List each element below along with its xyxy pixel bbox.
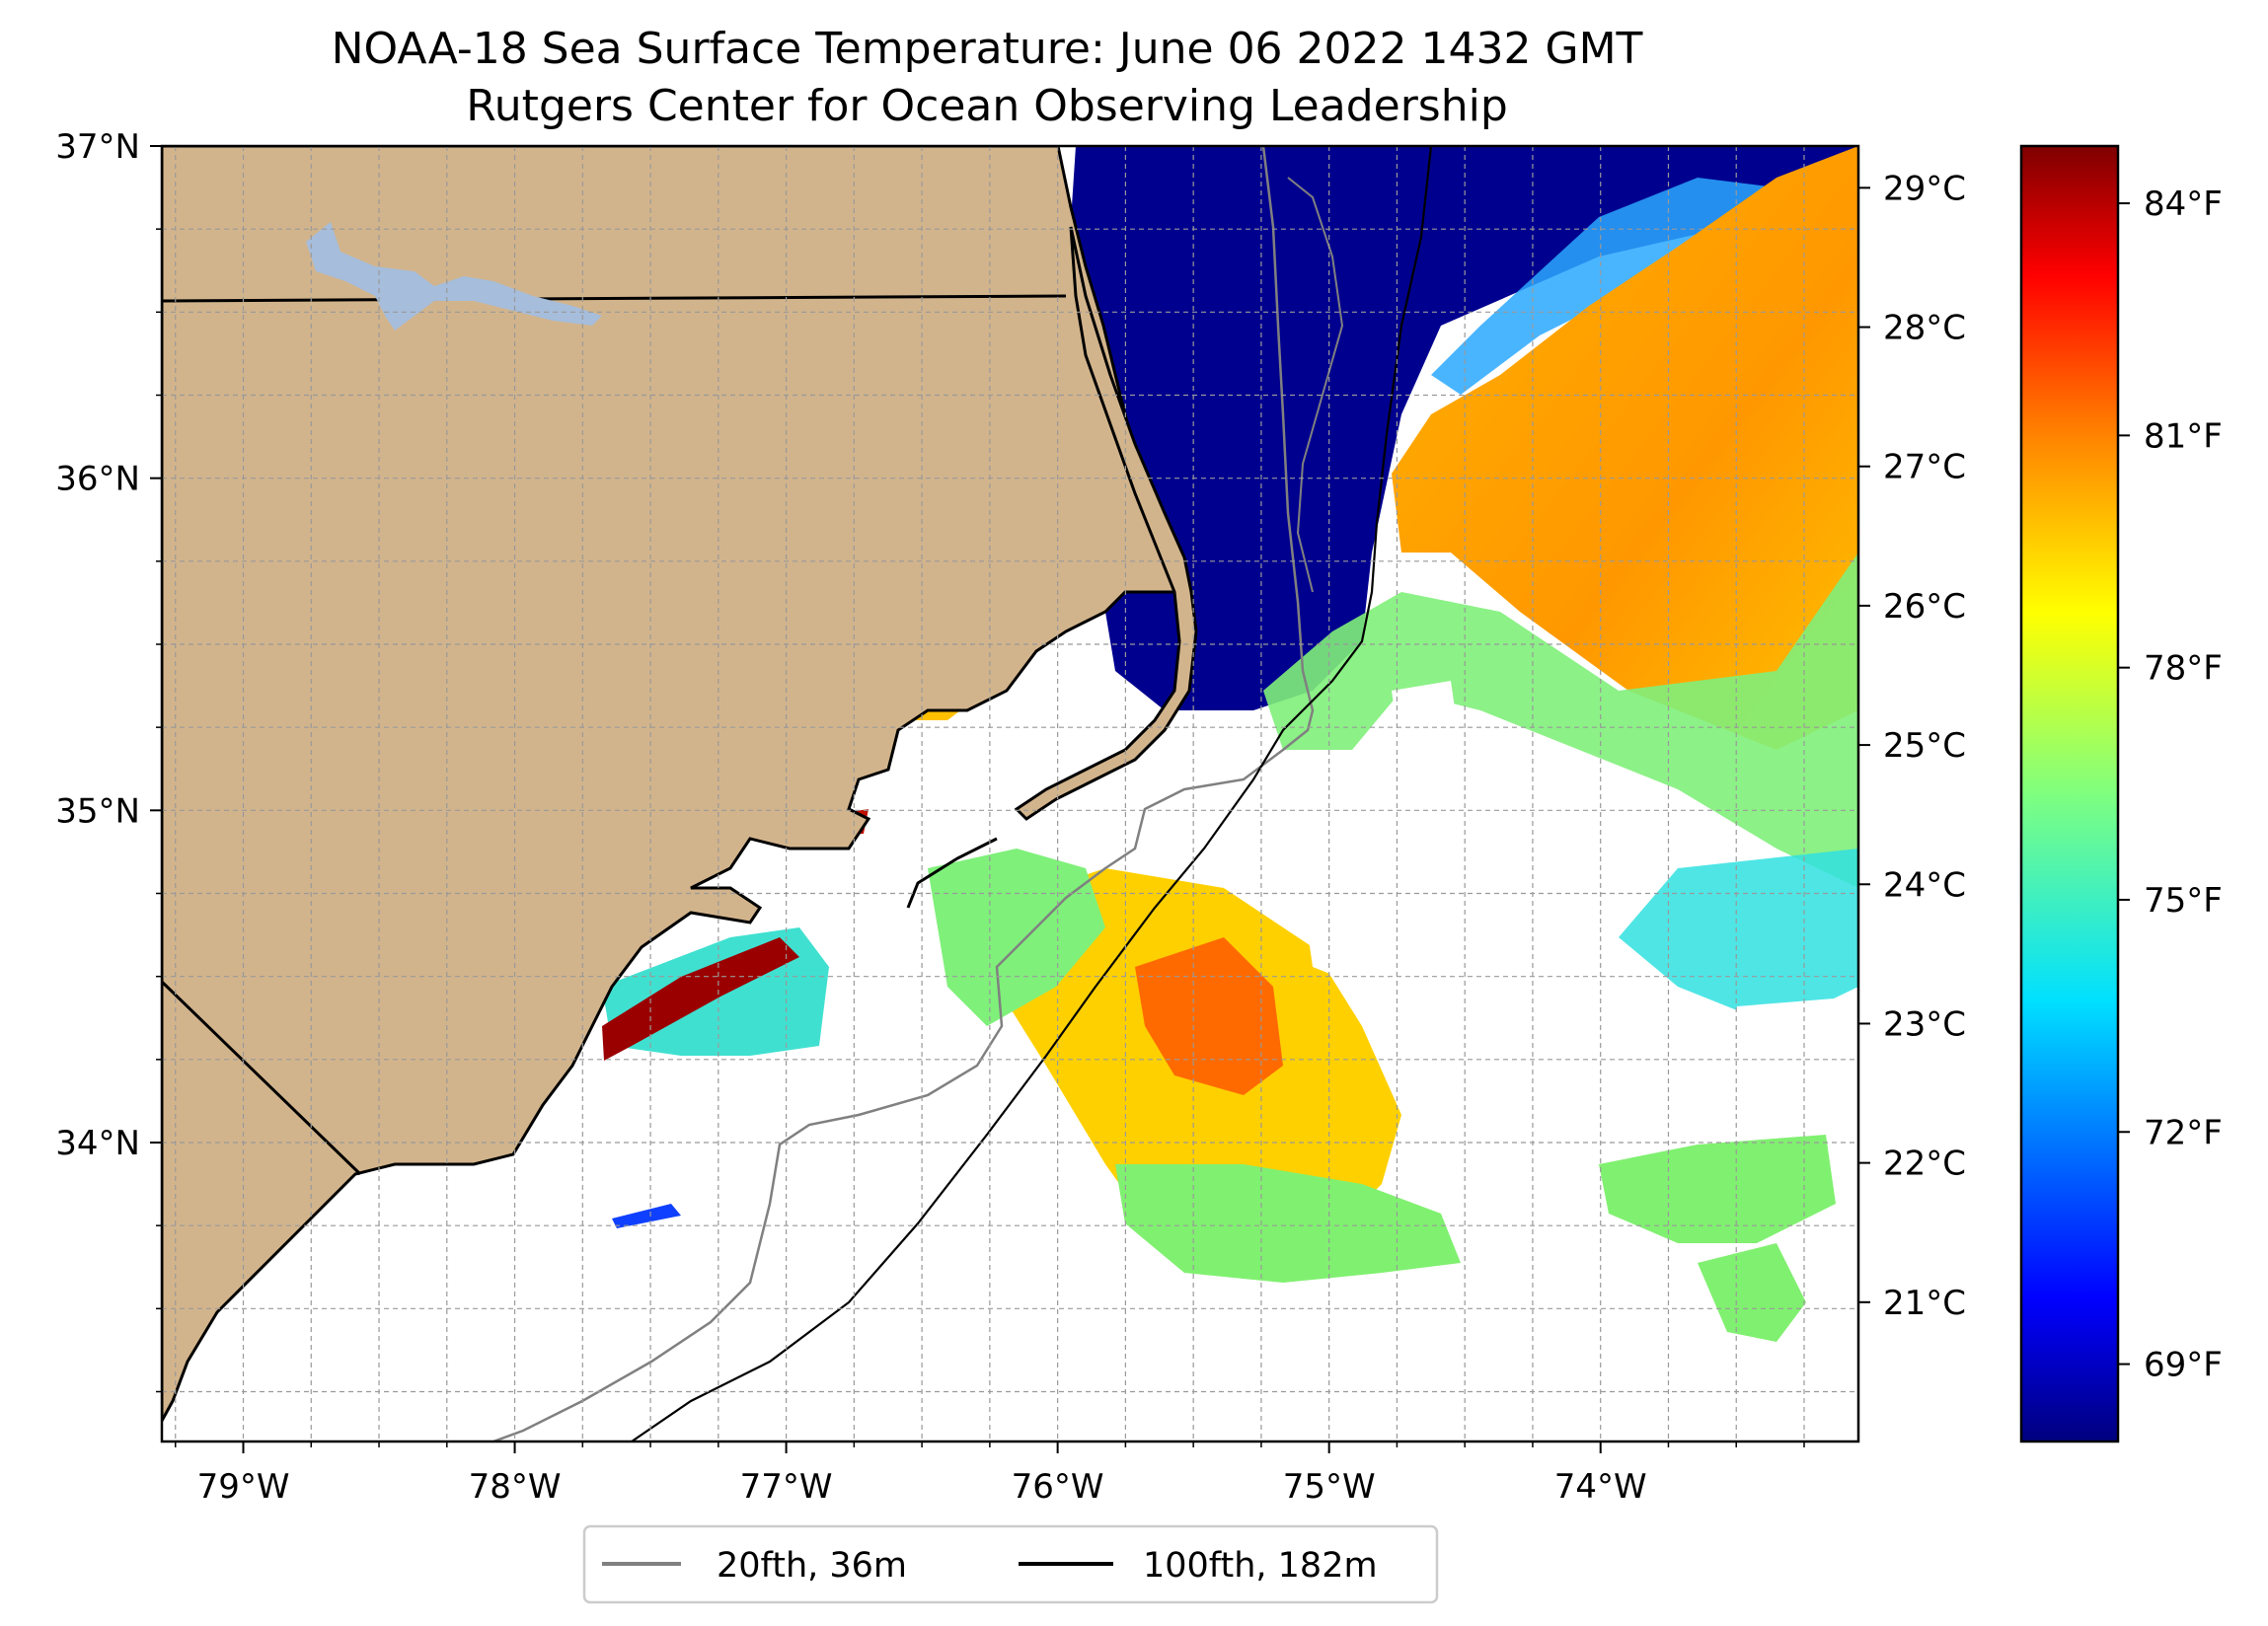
lat-label: 37°N (55, 127, 140, 167)
cloud-hole (1806, 1283, 1858, 1421)
warm-offshore-region (1392, 146, 1858, 750)
celsius-label: 23°C (1883, 1004, 1966, 1044)
fahrenheit-label: 81°F (2144, 416, 2223, 456)
isobath-20fth-36m (492, 146, 1315, 1441)
cloud-hole (1392, 681, 1461, 760)
celsius-label: 21°C (1883, 1284, 1966, 1323)
onslow-bay-hot (602, 937, 799, 1061)
map-frame (160, 144, 1860, 1443)
fahrenheit-labels: 84°F 81°F 78°F 75°F 72°F 69°F (2118, 185, 2223, 1385)
celsius-label: 26°C (1883, 587, 1966, 627)
celsius-label: 24°C (1883, 865, 1966, 905)
fahrenheit-label: 72°F (2144, 1113, 2223, 1152)
green-southeast-island (1698, 1243, 1806, 1342)
latitude-labels: 37°N 36°N 35°N 34°N (55, 127, 162, 1393)
celsius-label: 29°C (1883, 169, 1966, 208)
fahrenheit-label: 78°F (2144, 649, 2223, 689)
lon-label: 79°W (197, 1467, 290, 1507)
green-transition-band (1263, 553, 1858, 888)
fahrenheit-label: 75°F (2144, 881, 2223, 921)
lon-label: 74°W (1554, 1467, 1647, 1507)
celsius-label: 25°C (1883, 726, 1966, 766)
nc-va-border (162, 294, 1067, 303)
legend-box (582, 1524, 1439, 1604)
cloud-hole (1540, 819, 1638, 868)
fahrenheit-label: 69°F (2144, 1346, 2223, 1385)
colorbar (2019, 144, 2120, 1443)
longitude-labels: 79°W 78°W 77°W 76°W 75°W 74°W (175, 1441, 1805, 1507)
lake-kerr (306, 222, 602, 331)
cloud-hole (1411, 1105, 1599, 1184)
cloud-hole (1717, 997, 1858, 1135)
lon-label: 76°W (1012, 1467, 1104, 1507)
isobath-100fth-182m (631, 146, 1433, 1441)
legend-label-20fth: 20fth, 36m (717, 1546, 907, 1586)
map-panel (162, 146, 1858, 1441)
fahrenheit-label: 84°F (2144, 185, 2223, 224)
outer-banks (1014, 226, 1198, 821)
lon-label: 78°W (469, 1467, 562, 1507)
legend: 20fth, 36m 100fth, 182m (582, 1524, 1439, 1604)
cool-filament (1431, 178, 1777, 395)
nc-sc-border (162, 980, 362, 1176)
green-south-fringe (1115, 1164, 1461, 1283)
celsius-label: 28°C (1883, 309, 1966, 348)
isobath-20fth-inner (1287, 177, 1344, 593)
lat-label: 35°N (55, 791, 140, 831)
celsius-labels: 29°C 28°C 27°C 26°C 25°C 24°C 23°C 22°C 21°C (1858, 169, 1966, 1323)
cold-water-region (1066, 146, 1858, 710)
cape-lookout-banks (906, 837, 998, 909)
cloud-hole (1303, 888, 1401, 987)
lon-label: 75°W (1283, 1467, 1376, 1507)
celsius-label: 27°C (1883, 448, 1966, 487)
cloud-mask-holes (1303, 681, 1858, 1421)
lat-label: 34°N (55, 1124, 140, 1163)
small-blue-patch (612, 1204, 681, 1228)
celsius-label: 22°C (1883, 1145, 1966, 1184)
title-line-2: Rutgers Center for Ocean Observing Leade… (466, 81, 1508, 131)
title-line-1: NOAA-18 Sea Surface Temperature: June 06… (332, 24, 1643, 74)
legend-label-100fth: 100fth, 182m (1143, 1546, 1378, 1586)
lon-label: 77°W (740, 1467, 833, 1507)
green-east-island (1599, 1135, 1836, 1243)
lat-label: 36°N (55, 460, 140, 499)
gridlines (162, 146, 1858, 1441)
